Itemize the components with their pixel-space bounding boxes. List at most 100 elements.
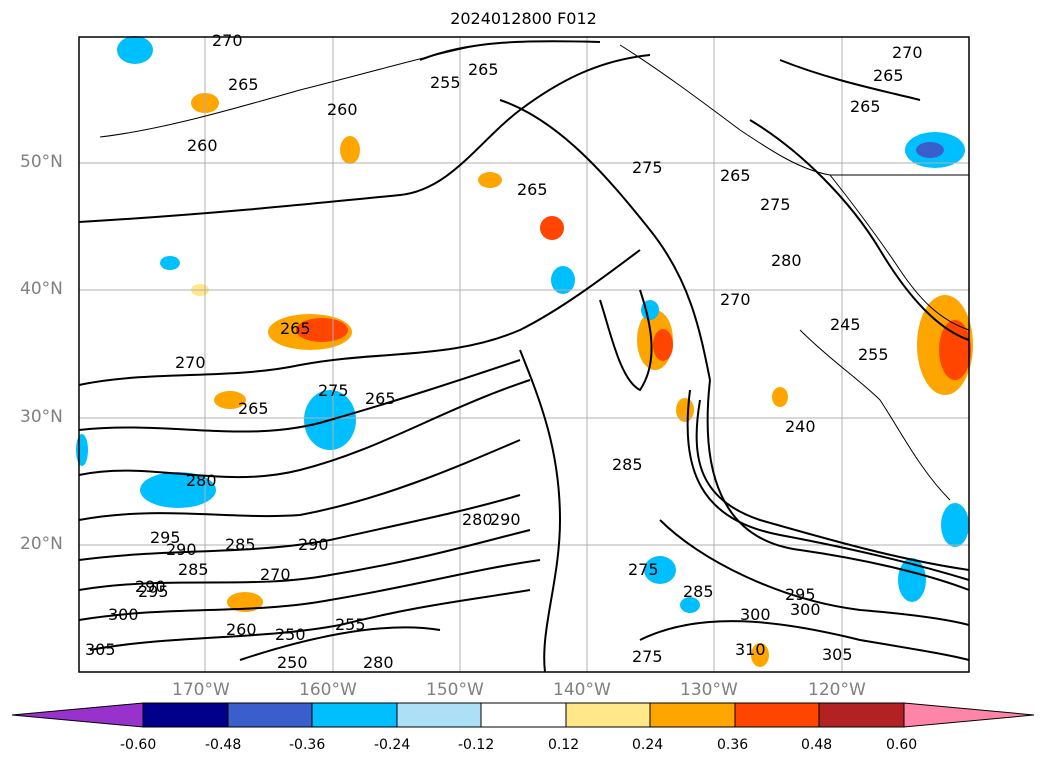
lon-label: 170°W <box>172 680 230 700</box>
shade-blob <box>916 142 944 158</box>
contour-label: 280 <box>186 471 217 490</box>
lon-label: 160°W <box>299 680 357 700</box>
contour-label: 295 <box>785 585 816 604</box>
contour-label: 275 <box>632 647 663 666</box>
shade-blob <box>76 434 88 466</box>
contour-label: 270 <box>892 43 923 62</box>
colorbar-tick: 0.36 <box>717 737 749 753</box>
contour-label: 270 <box>175 353 206 372</box>
contour-label: 265 <box>468 60 499 79</box>
colorbar-tick: 0.60 <box>886 737 918 753</box>
shade-blob <box>160 256 180 270</box>
contour-label: 285 <box>178 560 209 579</box>
contour-label: 310 <box>735 640 766 659</box>
contour-label: 250 <box>277 653 308 672</box>
cb-under <box>11 702 144 728</box>
contour-label: 290 <box>135 577 166 596</box>
contour-label: 265 <box>720 166 751 185</box>
colorbar-tick: -0.48 <box>205 737 242 753</box>
shade-blob <box>551 266 575 294</box>
contour-label: 255 <box>430 73 461 92</box>
cb-segment <box>227 702 313 728</box>
cb-segment <box>734 702 820 728</box>
contour-label: 270 <box>720 290 751 309</box>
contour-label: 260 <box>187 136 218 155</box>
shaded-anomalies <box>76 36 973 667</box>
contour-label: 265 <box>873 66 904 85</box>
shade-blob <box>939 320 971 380</box>
shade-blob <box>296 318 348 342</box>
contour-label: 245 <box>830 315 861 334</box>
contour-label: 285 <box>225 535 256 554</box>
shade-blob <box>227 592 263 612</box>
cb-segment <box>649 702 736 728</box>
contour-label: 275 <box>760 195 791 214</box>
contour-label: 300 <box>108 605 139 624</box>
shade-blob <box>140 472 216 508</box>
lon-label: 140°W <box>553 680 611 700</box>
contour-label: 280 <box>462 510 493 529</box>
shade-blob <box>340 136 360 164</box>
contour-label: 305 <box>822 645 853 664</box>
contour-label: 265 <box>365 389 396 408</box>
lat-label: 20°N <box>20 534 63 554</box>
contour-label: 265 <box>280 319 311 338</box>
plot-frame <box>78 36 970 673</box>
graticule <box>79 37 969 672</box>
coastline <box>99 44 970 501</box>
shade-blob <box>941 503 969 547</box>
contour-label: 290 <box>490 510 521 529</box>
colorbar-tick: -0.24 <box>374 737 411 753</box>
colorbar-tick: -0.12 <box>458 737 495 753</box>
contour-label: 275 <box>632 158 663 177</box>
contour-label: 255 <box>858 345 889 364</box>
shade-blob <box>540 216 564 240</box>
shade-blob <box>680 597 700 613</box>
shade-blob <box>117 36 153 64</box>
cb-segment <box>480 702 567 728</box>
lon-label: 130°W <box>680 680 738 700</box>
contour-label: 300 <box>740 605 771 624</box>
lat-label: 30°N <box>20 407 63 427</box>
contour-label: 270 <box>212 31 243 50</box>
contour-lines <box>78 40 970 673</box>
contour-label: 305 <box>85 640 116 659</box>
contour-label: 240 <box>785 417 816 436</box>
colorbar-tick: -0.60 <box>120 737 157 753</box>
lat-label: 40°N <box>20 279 63 299</box>
colorbar-tick: 0.48 <box>801 737 833 753</box>
contour-label: 265 <box>238 399 269 418</box>
shade-blob <box>772 387 788 407</box>
contour-label: 290 <box>166 540 197 559</box>
cb-segment <box>818 702 905 728</box>
cb-over <box>903 702 1035 728</box>
contour-label: 265 <box>228 75 259 94</box>
lon-label: 120°W <box>808 680 866 700</box>
contour-label: 280 <box>363 653 394 672</box>
colorbar-tick: -0.36 <box>289 737 326 753</box>
shade-blob <box>478 172 502 188</box>
contour-label: 295 <box>138 582 169 601</box>
contour-label: 300 <box>790 600 821 619</box>
shade-blob <box>644 556 676 584</box>
lon-label: 150°W <box>426 680 484 700</box>
cb-segment <box>396 702 482 728</box>
lat-label: 50°N <box>20 152 63 172</box>
contour-label: 285 <box>683 582 714 601</box>
contour-label: 295 <box>150 528 181 547</box>
contour-label: 255 <box>335 615 366 634</box>
contour-label: 285 <box>612 455 643 474</box>
colorbar-tick: 0.24 <box>632 737 664 753</box>
cb-segment <box>565 702 651 728</box>
contour-label: 270 <box>260 565 291 584</box>
contour-label: 260 <box>327 100 358 119</box>
colorbar-tick: 0.12 <box>548 737 580 753</box>
shade-blob <box>214 391 246 409</box>
shade-blob <box>751 643 769 667</box>
contour-label: 260 <box>226 620 257 639</box>
page-title: 2024012800 F012 <box>450 9 597 28</box>
cb-segment <box>142 702 229 728</box>
contour-label: 265 <box>850 97 881 116</box>
cb-segment <box>311 702 398 728</box>
